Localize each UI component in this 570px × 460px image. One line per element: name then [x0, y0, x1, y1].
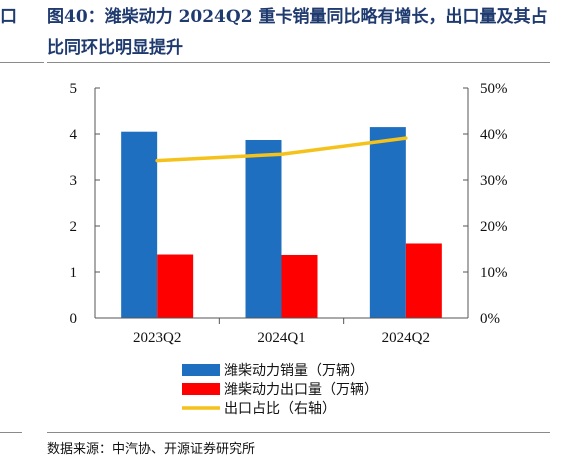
legend-label: 潍柴动力销量（万辆）: [224, 363, 364, 379]
x-tick-label: 2023Q2: [133, 330, 181, 346]
bar-export: [281, 254, 318, 318]
left-tick-label: 0: [70, 311, 78, 327]
right-tick-label: 10%: [480, 265, 508, 281]
x-tick-label: 2024Q1: [257, 330, 305, 346]
legend-swatch: [182, 364, 220, 376]
top-rule: [0, 62, 44, 63]
figure-title: 图40：潍柴动力 2024Q2 重卡销量同比略有增长，出口量及其占比同环比明显提…: [47, 7, 548, 58]
right-tick-label: 30%: [480, 173, 508, 189]
x-tick-label: 2024Q2: [382, 330, 430, 346]
bottom-rule-main: [47, 432, 550, 433]
x-axis: 2023Q2 2024Q1 2024Q2: [95, 317, 468, 346]
left-tick-label: 5: [70, 81, 78, 97]
legend: 潍柴动力销量（万辆） 潍柴动力出口量（万辆） 出口占比（右轴）: [182, 363, 378, 417]
export-share-line: [155, 136, 408, 163]
right-tick-label: 0%: [480, 311, 500, 327]
left-tick-label: 1: [70, 265, 78, 281]
left-tick-label: 4: [70, 127, 78, 143]
right-axis: 0% 10% 20% 30% 40% 50%: [463, 81, 508, 327]
right-tick-label: 40%: [480, 127, 508, 143]
bar-export: [405, 243, 442, 318]
bar-export: [157, 254, 194, 318]
bar-sales: [245, 139, 282, 318]
bar-sales: [121, 131, 158, 318]
bar-sales: [369, 127, 406, 318]
source-note: 数据来源：中汽协、开源证券研究所: [47, 442, 256, 457]
left-tick-label: 3: [70, 173, 78, 189]
left-axis: 0 1 2 3 4 5: [70, 81, 100, 327]
bottom-rule: [0, 432, 22, 433]
right-tick-label: 50%: [480, 81, 508, 97]
right-tick-label: 20%: [480, 219, 508, 235]
legend-label: 潍柴动力出口量（万辆）: [224, 382, 378, 398]
top-rule-main: [47, 62, 550, 63]
legend-label: 出口占比（右轴）: [224, 401, 336, 417]
plot-area: [121, 127, 442, 318]
left-mark: 口: [0, 7, 17, 27]
left-tick-label: 2: [70, 219, 78, 235]
legend-swatch: [182, 383, 220, 395]
